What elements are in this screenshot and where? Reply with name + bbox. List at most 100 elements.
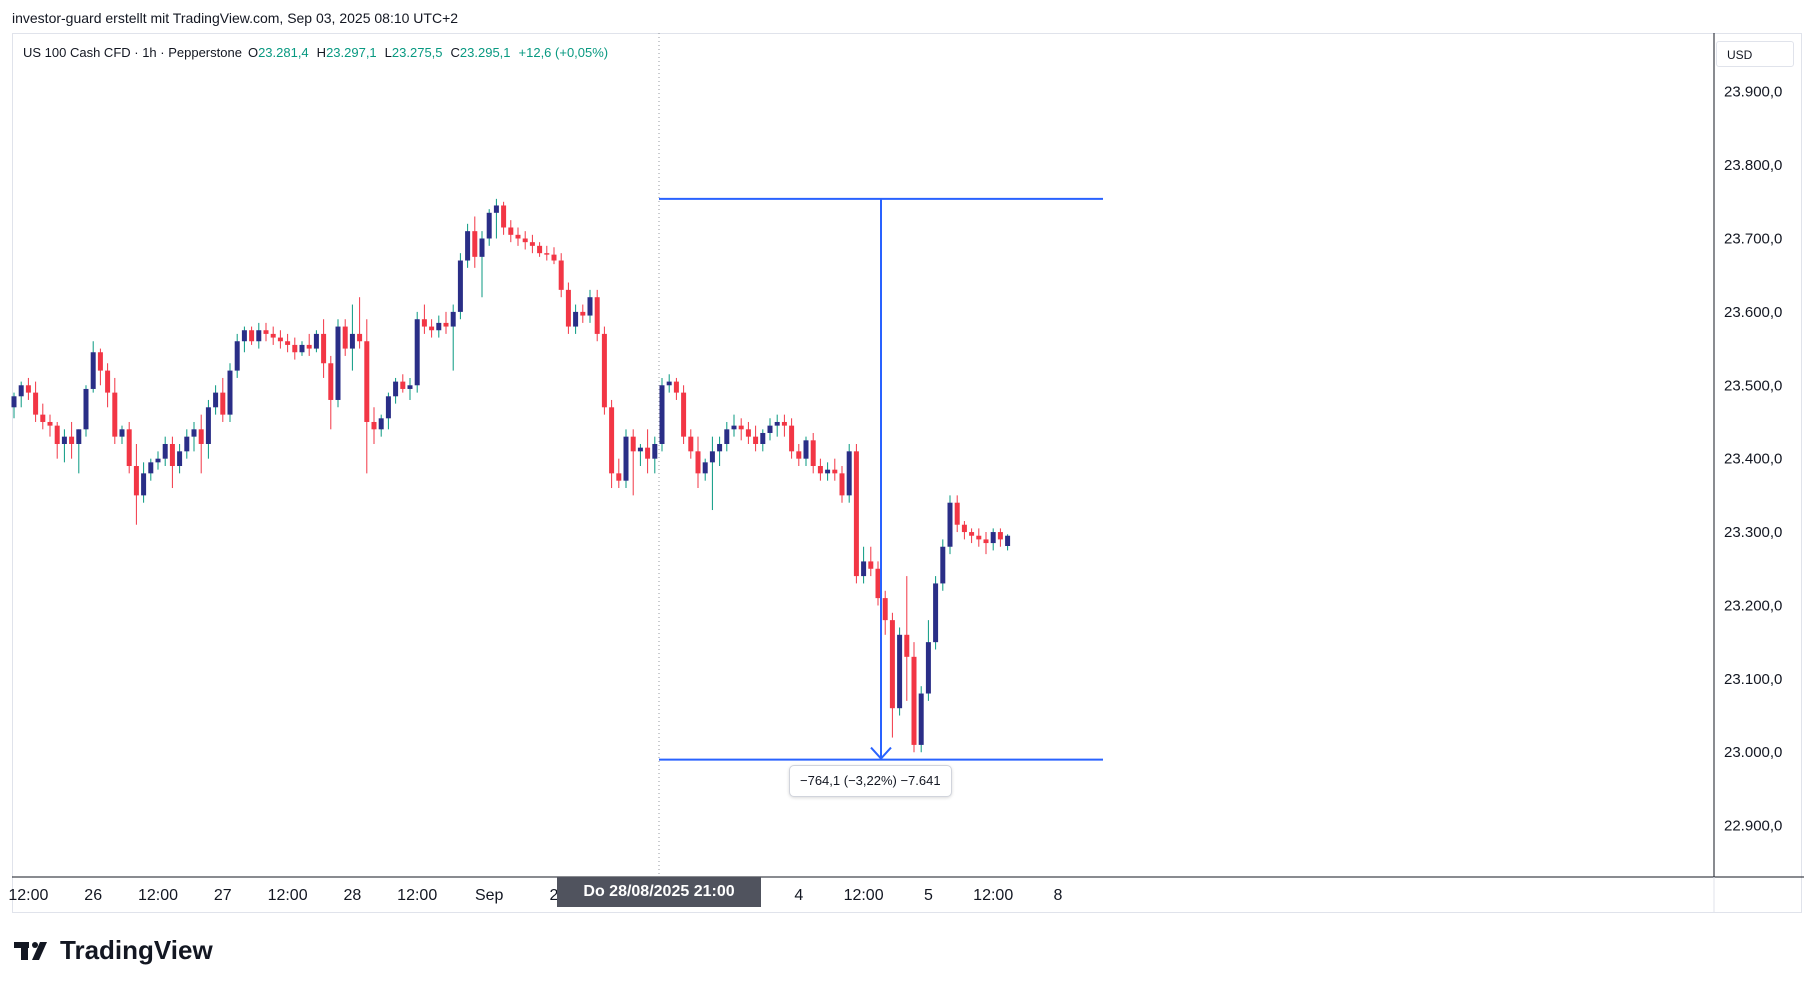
candle-body: [177, 451, 183, 467]
candle-body: [983, 539, 989, 544]
candle-body: [515, 234, 521, 239]
candle-body: [601, 333, 607, 408]
price-tick-label: 22.900,0: [1724, 818, 1782, 835]
time-tick-label: 12:00: [397, 887, 437, 904]
price-tick-label: 23.500,0: [1724, 377, 1782, 394]
price-tick-label: 23.200,0: [1724, 597, 1782, 614]
candle-body: [76, 429, 82, 444]
candle-body: [565, 289, 571, 327]
price-tick-label: 23.900,0: [1724, 84, 1782, 101]
low-label: L: [384, 45, 392, 60]
candle-body: [40, 414, 46, 422]
price-tick-label: 23.700,0: [1724, 230, 1782, 247]
currency-selector[interactable]: USD: [1716, 41, 1794, 67]
candle-body: [796, 451, 802, 459]
candle-body: [393, 381, 399, 397]
candle-body: [184, 436, 190, 452]
candle-body: [18, 385, 24, 397]
candle-body: [162, 443, 168, 459]
candle-body: [681, 392, 687, 437]
candle-body: [645, 447, 651, 459]
candle-body: [364, 341, 370, 422]
candle-body: [421, 319, 427, 327]
candle-body: [285, 341, 291, 345]
candle-body: [616, 473, 622, 481]
time-tick-label: 28: [344, 887, 362, 904]
time-tick-label: 12:00: [138, 887, 178, 904]
open-label: O: [247, 45, 259, 60]
candle-body: [371, 421, 377, 430]
candle-body: [997, 532, 1003, 540]
candle-body: [436, 322, 442, 331]
candle-body: [558, 260, 564, 290]
close-value: 23.295,1: [459, 45, 511, 60]
candle-body: [688, 436, 694, 452]
candle-body: [573, 311, 579, 327]
candle-body: [918, 693, 924, 745]
candle-body: [875, 568, 881, 599]
candle-body: [213, 392, 219, 408]
candle-body: [904, 634, 910, 657]
symbol-name[interactable]: US 100 Cash CFD · 1h · Pepperstone: [23, 45, 242, 60]
time-tick-label: 12:00: [268, 887, 308, 904]
candle-body: [90, 352, 96, 389]
candle-body: [25, 385, 31, 393]
open-value: 23.281,4: [258, 45, 309, 60]
candle-body: [508, 227, 514, 235]
candle-body: [328, 363, 334, 400]
time-tick-label: 12:00: [8, 887, 48, 904]
tradingview-brand[interactable]: TradingView: [14, 935, 213, 966]
price-axis-ticks: 23.900,0 23.800,0 23.700,0 23.600,0 23.500,0…: [1724, 84, 1782, 835]
candle-body: [911, 656, 917, 745]
candle-body: [976, 535, 982, 540]
candle-body: [882, 598, 888, 621]
price-tick-label: 23.600,0: [1724, 304, 1782, 321]
low-value: 23.275,5: [391, 45, 443, 60]
time-tick-label: 26: [84, 887, 102, 904]
candle-body: [385, 396, 391, 419]
candle-body: [61, 436, 67, 444]
candle-body: [378, 418, 384, 430]
candle-body: [990, 532, 996, 544]
close-label: C: [450, 45, 460, 60]
candle-body: [234, 341, 240, 371]
candle-body: [789, 425, 795, 452]
candle-body: [47, 421, 53, 426]
candle-body: [724, 429, 730, 444]
candle-body: [609, 407, 615, 474]
candle-body: [270, 333, 276, 338]
candle-body: [659, 385, 665, 444]
candle-body: [133, 466, 139, 496]
candle-body: [925, 642, 931, 694]
candle-body: [414, 319, 420, 386]
symbol-legend[interactable]: US 100 Cash CFD · 1h · Pepperstone O 23.2…: [23, 45, 608, 60]
measure-arrow-icon: [870, 746, 892, 761]
candle-body: [349, 333, 355, 349]
candle-body: [342, 326, 348, 349]
candle-body: [637, 447, 643, 452]
candle-body: [522, 238, 528, 243]
candle-body: [839, 473, 845, 496]
candle-body: [169, 443, 175, 467]
candle-body: [861, 561, 867, 577]
candle-body: [241, 330, 247, 342]
candle-body: [537, 245, 543, 254]
candle-body: [400, 381, 406, 389]
candle-body: [83, 388, 89, 430]
price-range-measure[interactable]: [659, 197, 1103, 761]
candle-body: [357, 333, 363, 342]
chart-header: investor-guard erstellt mit TradingView.…: [12, 10, 459, 26]
candle-body: [580, 311, 586, 316]
candle-body: [249, 330, 255, 342]
candle-body: [33, 392, 39, 415]
price-tick-label: 23.300,0: [1724, 524, 1782, 541]
time-tick-label: 2: [550, 887, 559, 904]
candles: [11, 198, 1011, 753]
candle-body: [501, 205, 507, 228]
candle-body: [407, 385, 413, 389]
candle-body: [774, 421, 780, 426]
candle-body: [335, 326, 341, 400]
candle-body: [450, 311, 456, 327]
candle-body: [673, 381, 679, 393]
